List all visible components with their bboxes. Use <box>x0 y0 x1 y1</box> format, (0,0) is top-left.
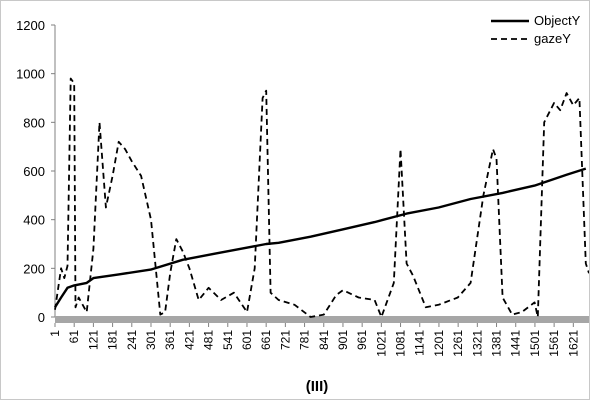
y-tick-label: 1000 <box>16 67 45 82</box>
x-axis: 1 61 121 181 241 301 361 421 481 541 601 661 721 781 8… <box>48 323 580 357</box>
x-tick-label: 841 <box>317 330 331 350</box>
x-tick-label: 61 <box>67 330 81 344</box>
x-tick-label: 1 <box>48 330 62 337</box>
x-axis-label: (III) <box>306 378 329 395</box>
series-line-gazey <box>54 77 589 318</box>
legend-label-objecty: ObjectY <box>534 13 581 28</box>
y-tick-label: 1200 <box>16 18 45 33</box>
x-tick-label: 1441 <box>509 330 523 357</box>
y-tick-label: 600 <box>23 164 45 179</box>
x-tick-label: 301 <box>144 330 158 350</box>
legend: ObjectY gazeY <box>491 13 581 46</box>
y-axis: 0 200 400 600 800 1000 1200 <box>16 18 55 325</box>
x-tick-label: 1321 <box>470 330 484 357</box>
x-tick-label: 541 <box>221 330 235 350</box>
x-tick-label: 721 <box>278 330 292 350</box>
x-tick-label: 1141 <box>413 330 427 356</box>
x-tick-label: 361 <box>163 330 177 350</box>
y-tick-label: 800 <box>23 115 45 130</box>
x-tick-label: 1381 <box>490 330 504 357</box>
x-axis-band <box>55 316 589 323</box>
series-layer <box>53 77 589 318</box>
x-tick-label: 1021 <box>374 330 388 357</box>
legend-label-gazey: gazeY <box>534 31 571 46</box>
series-line-objecty <box>53 167 587 308</box>
x-tick-label: 961 <box>355 330 369 350</box>
x-tick-label: 901 <box>336 330 350 350</box>
x-tick-label: 601 <box>240 330 254 350</box>
x-tick-label: 1621 <box>566 330 580 357</box>
x-tick-label: 1261 <box>451 330 465 357</box>
x-tick-label: 421 <box>182 330 196 350</box>
x-tick-label: 781 <box>298 330 312 350</box>
x-tick-label: 121 <box>86 330 100 350</box>
x-tick-label: 481 <box>202 330 216 350</box>
x-tick-label: 1561 <box>547 330 561 357</box>
x-tick-label: 1201 <box>432 330 446 357</box>
x-tick-label: 181 <box>106 330 120 350</box>
x-tick-label: 241 <box>125 330 139 350</box>
y-tick-label: 200 <box>23 261 45 276</box>
x-tick-label: 1501 <box>528 330 542 357</box>
x-tick-label: 1081 <box>394 330 408 357</box>
y-tick-label: 400 <box>23 213 45 228</box>
y-tick-label: 0 <box>38 310 45 325</box>
x-tick-label: 661 <box>259 330 273 350</box>
